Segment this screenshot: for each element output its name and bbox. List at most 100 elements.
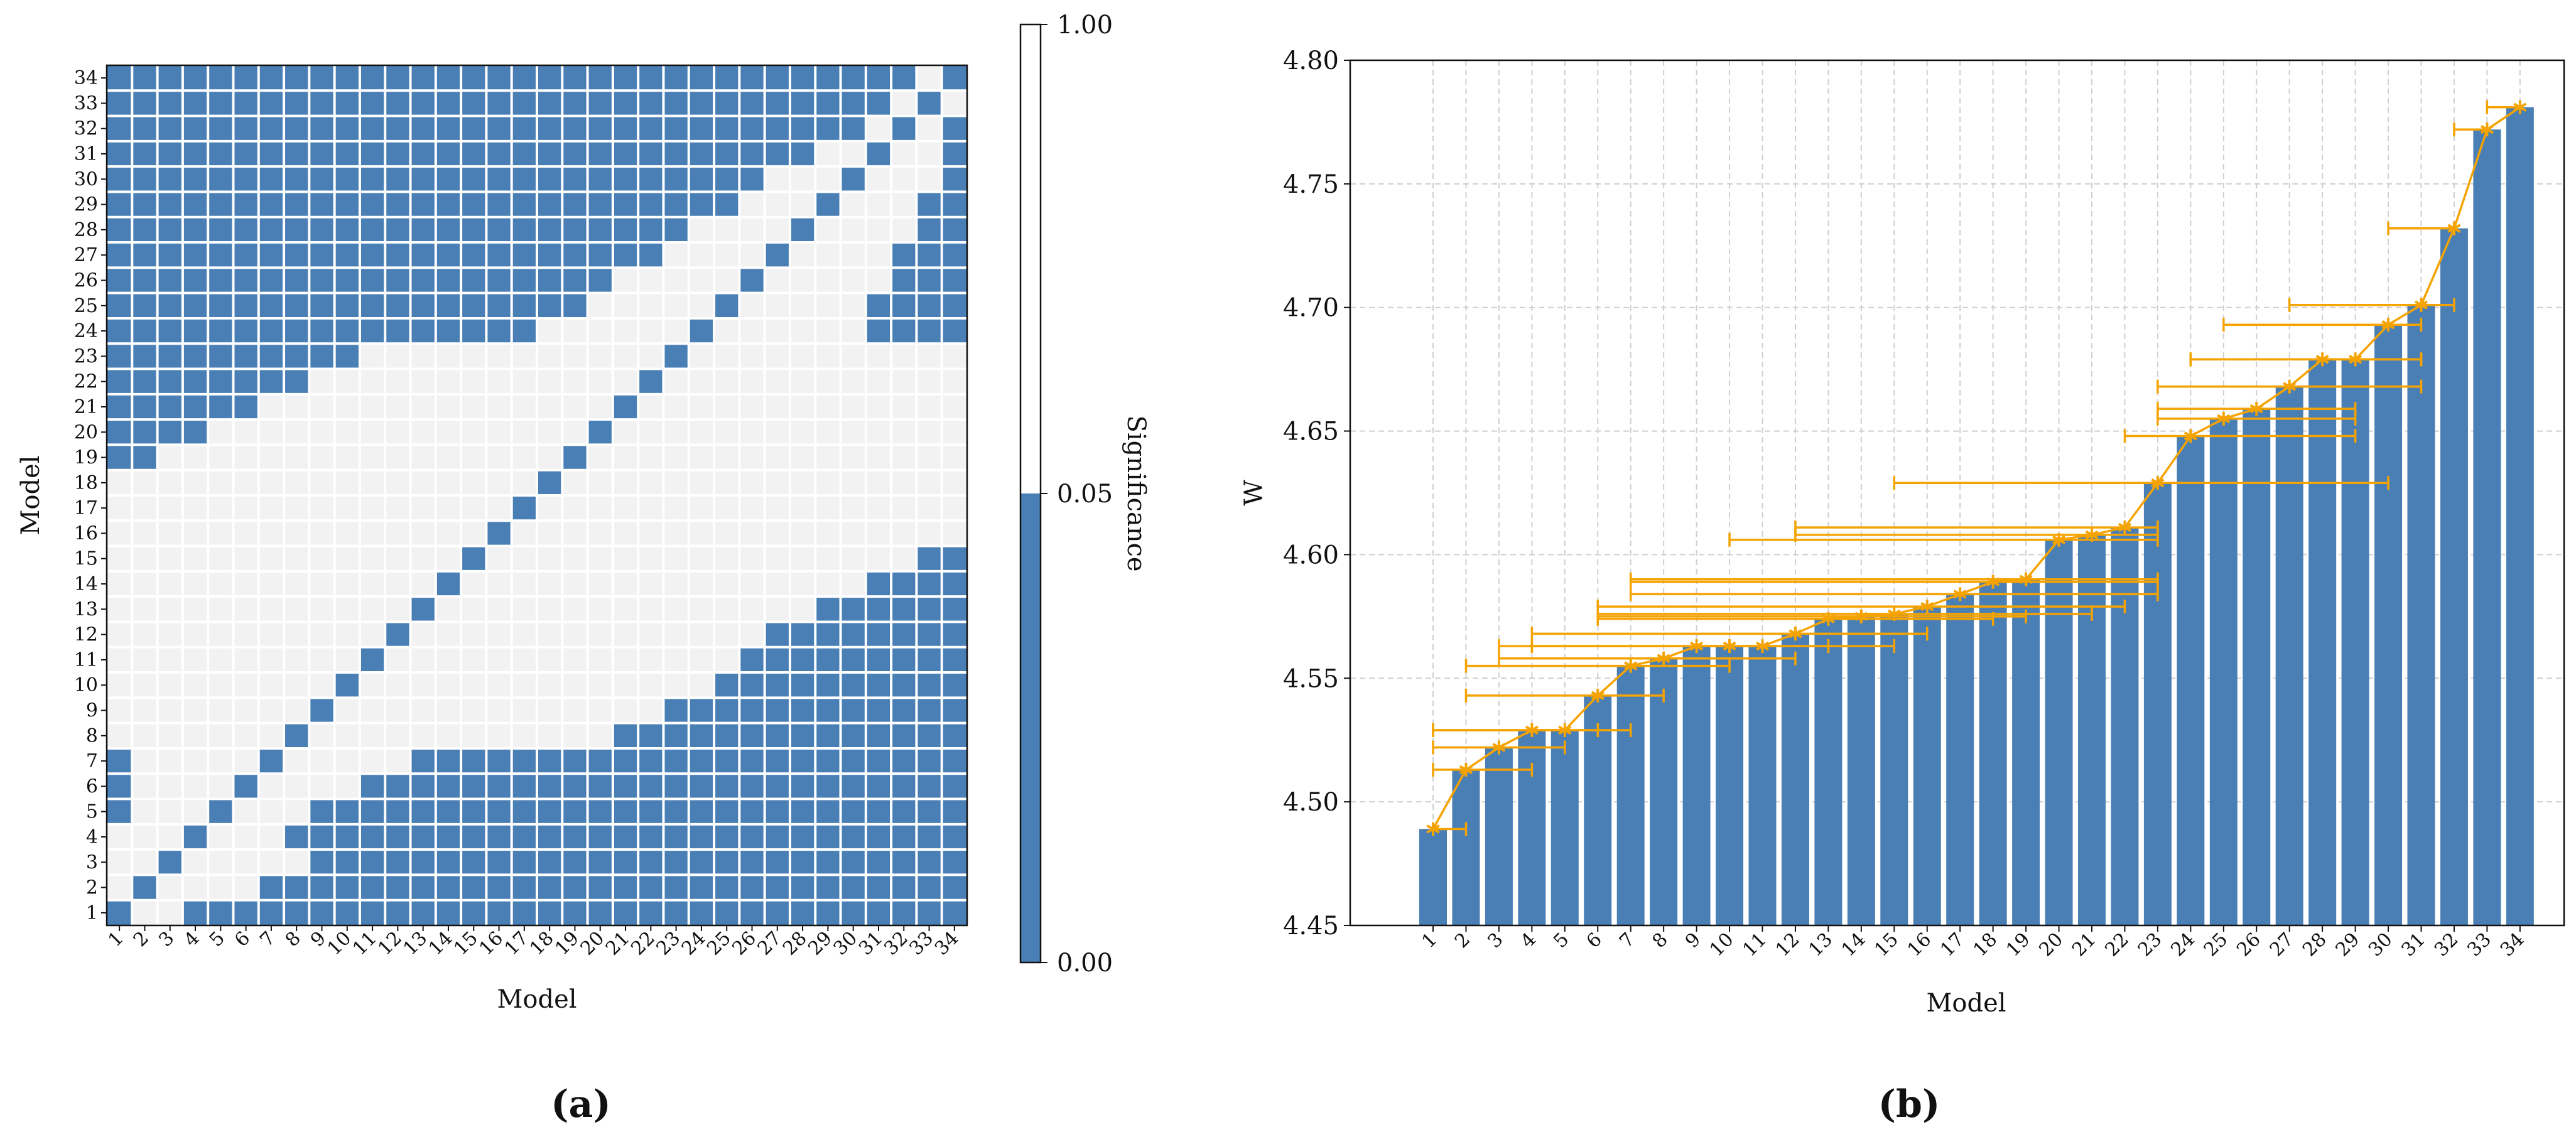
heatmap-cell <box>739 65 766 91</box>
heatmap-cell <box>461 343 487 370</box>
bar <box>1682 646 1711 925</box>
point-marker-stroke <box>1986 577 2000 586</box>
heatmap-cell <box>486 546 512 572</box>
heatmap-cell <box>789 445 816 471</box>
heatmap-cell <box>107 773 133 800</box>
heatmap-cell <box>638 596 664 622</box>
heatmap-cell <box>258 343 284 370</box>
heatmap-cell <box>233 799 259 825</box>
bar <box>1419 829 1447 925</box>
bar-chart-x-tick-label: 11 <box>1738 929 1771 961</box>
heatmap-cell <box>410 773 436 800</box>
heatmap-cell <box>233 470 259 496</box>
heatmap-cell <box>865 445 892 471</box>
heatmap-cell <box>233 647 259 673</box>
heatmap-cell <box>587 723 614 749</box>
heatmap-cell <box>562 723 588 749</box>
heatmap-cell <box>182 470 208 496</box>
heatmap-cell <box>537 824 563 850</box>
heatmap-cell <box>284 520 310 547</box>
heatmap-cell <box>258 647 284 673</box>
point-marker-stroke <box>2085 530 2099 540</box>
heatmap-cell <box>941 824 968 850</box>
heatmap-cell <box>840 596 867 622</box>
heatmap-cell <box>132 470 158 496</box>
heatmap-cell <box>815 242 842 268</box>
heatmap-cell <box>258 419 284 445</box>
heatmap-cell <box>107 394 133 420</box>
heatmap-cell <box>537 647 563 673</box>
heatmap-cell <box>435 824 462 850</box>
heatmap-cell <box>714 445 740 471</box>
heatmap-cell <box>562 622 588 648</box>
heatmap-cell <box>208 799 234 825</box>
point-marker <box>1492 740 1506 755</box>
heatmap-cell <box>714 723 740 749</box>
heatmap-cell <box>233 445 259 471</box>
heatmap-cell <box>385 470 411 496</box>
heatmap-cell <box>107 672 133 698</box>
heatmap-cell <box>587 116 614 142</box>
heatmap-y-tick-label: 7 <box>86 750 98 772</box>
heatmap-cell <box>208 445 234 471</box>
heatmap-cell <box>486 191 512 218</box>
heatmap-cell <box>865 166 892 192</box>
heatmap-cell <box>511 698 538 724</box>
heatmap-y-tick-label: 23 <box>74 345 98 367</box>
heatmap-cell <box>208 723 234 749</box>
heatmap-cell <box>435 596 462 622</box>
heatmap-cell <box>157 242 183 268</box>
heatmap-cell <box>385 369 411 395</box>
heatmap-cell <box>688 318 715 344</box>
point-marker <box>1591 688 1605 703</box>
bar-chart-bars <box>1419 107 2534 926</box>
heatmap-cell <box>739 267 766 294</box>
heatmap-cell <box>461 116 487 142</box>
heatmap-cell <box>840 546 867 572</box>
heatmap-cell <box>891 217 917 243</box>
heatmap-cell <box>359 343 386 370</box>
heatmap-cell <box>157 647 183 673</box>
heatmap-cell <box>537 419 563 445</box>
heatmap-cell <box>385 217 411 243</box>
heatmap-cell <box>815 520 842 547</box>
heatmap-cell <box>941 293 968 319</box>
point-marker <box>1723 639 1736 654</box>
heatmap-cell <box>916 622 943 648</box>
heatmap-cell <box>107 267 133 294</box>
bar-chart-x-tick-label: 8 <box>1648 929 1672 952</box>
heatmap-cell <box>891 698 917 724</box>
heatmap-cell <box>511 65 538 91</box>
heatmap-cell <box>688 546 715 572</box>
heatmap-cell <box>359 267 386 294</box>
heatmap-cell <box>688 571 715 597</box>
heatmap-cell <box>435 875 462 901</box>
heatmap-cell <box>638 875 664 901</box>
heatmap-cell <box>233 748 259 774</box>
heatmap-cell <box>258 698 284 724</box>
heatmap-cell <box>916 723 943 749</box>
heatmap-cell <box>714 900 740 926</box>
heatmap-cell <box>410 90 436 117</box>
heatmap-cell <box>107 191 133 218</box>
heatmap-cell <box>537 723 563 749</box>
heatmap-cell <box>182 546 208 572</box>
heatmap-cell <box>233 571 259 597</box>
heatmap-cell <box>638 90 664 117</box>
heatmap-cell <box>258 242 284 268</box>
heatmap-cell <box>334 875 360 901</box>
heatmap-cell <box>359 672 386 698</box>
heatmap-cell <box>764 318 791 344</box>
bar <box>1847 616 1875 925</box>
bar <box>1716 646 1744 925</box>
heatmap-cell <box>916 571 943 597</box>
heatmap-cell <box>132 723 158 749</box>
heatmap-cell <box>714 672 740 698</box>
heatmap-cell <box>537 343 563 370</box>
heatmap-cell <box>359 698 386 724</box>
heatmap-cell <box>334 672 360 698</box>
heatmap-cell <box>284 369 310 395</box>
heatmap-cell <box>587 65 614 91</box>
heatmap-cell <box>359 394 386 420</box>
